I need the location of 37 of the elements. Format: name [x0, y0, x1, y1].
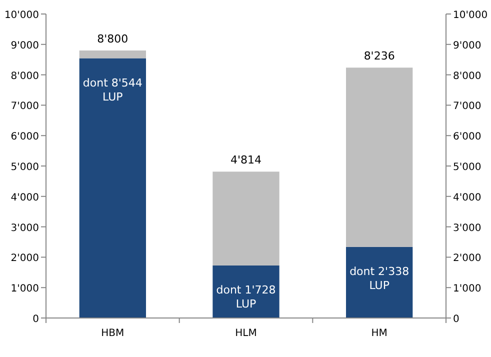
bar [212, 265, 280, 318]
x-tick-label: HBM [101, 328, 124, 339]
y-tick-label: 9'000 [10, 40, 39, 52]
y2-tick-label: 9'000 [453, 40, 482, 52]
x-tick-label: HM [371, 328, 388, 339]
bar [79, 58, 146, 318]
total-label: 4'814 [230, 154, 262, 167]
data-label: dont 1'728 LUP [216, 283, 276, 310]
bar [212, 172, 280, 266]
y2-tick-label: 8'000 [453, 70, 482, 82]
total-label: 8'800 [97, 32, 128, 46]
y-tick-label: 7'000 [10, 101, 39, 112]
y2-tick-label: 3'000 [453, 222, 482, 234]
y2-tick-label: 1'000 [453, 284, 482, 295]
data-label: dont 2'338 LUP [350, 264, 410, 292]
y2-tick-label: 6'000 [453, 132, 482, 143]
data-label: dont 8'544 LUP [82, 76, 142, 104]
y2-tick-label: 7'000 [453, 101, 482, 112]
y-tick-label: 1'000 [10, 284, 39, 295]
y2-tick-label: 10'000 [453, 10, 488, 21]
y2-tick-label: 5'000 [453, 162, 482, 173]
y-tick-label: 2'000 [10, 253, 39, 264]
y-tick-label: 4'000 [10, 192, 39, 204]
y-tick-label: 5'000 [10, 162, 39, 173]
y-tick-label: 10'000 [4, 10, 39, 21]
bar [79, 50, 146, 58]
bar [346, 68, 413, 247]
bar [346, 246, 413, 318]
y2-tick-label: 2'000 [453, 253, 482, 264]
y-tick-label: 0 [32, 314, 39, 325]
y2-tick-label: 4'000 [453, 192, 482, 204]
y-tick-label: 3'000 [10, 222, 39, 234]
total-label: 8'236 [364, 50, 395, 63]
y2-tick-label: 0 [453, 314, 460, 325]
y-tick-label: 6'000 [10, 132, 39, 143]
x-tick-label: HLM [235, 328, 257, 339]
y-tick-label: 8'000 [10, 70, 39, 82]
